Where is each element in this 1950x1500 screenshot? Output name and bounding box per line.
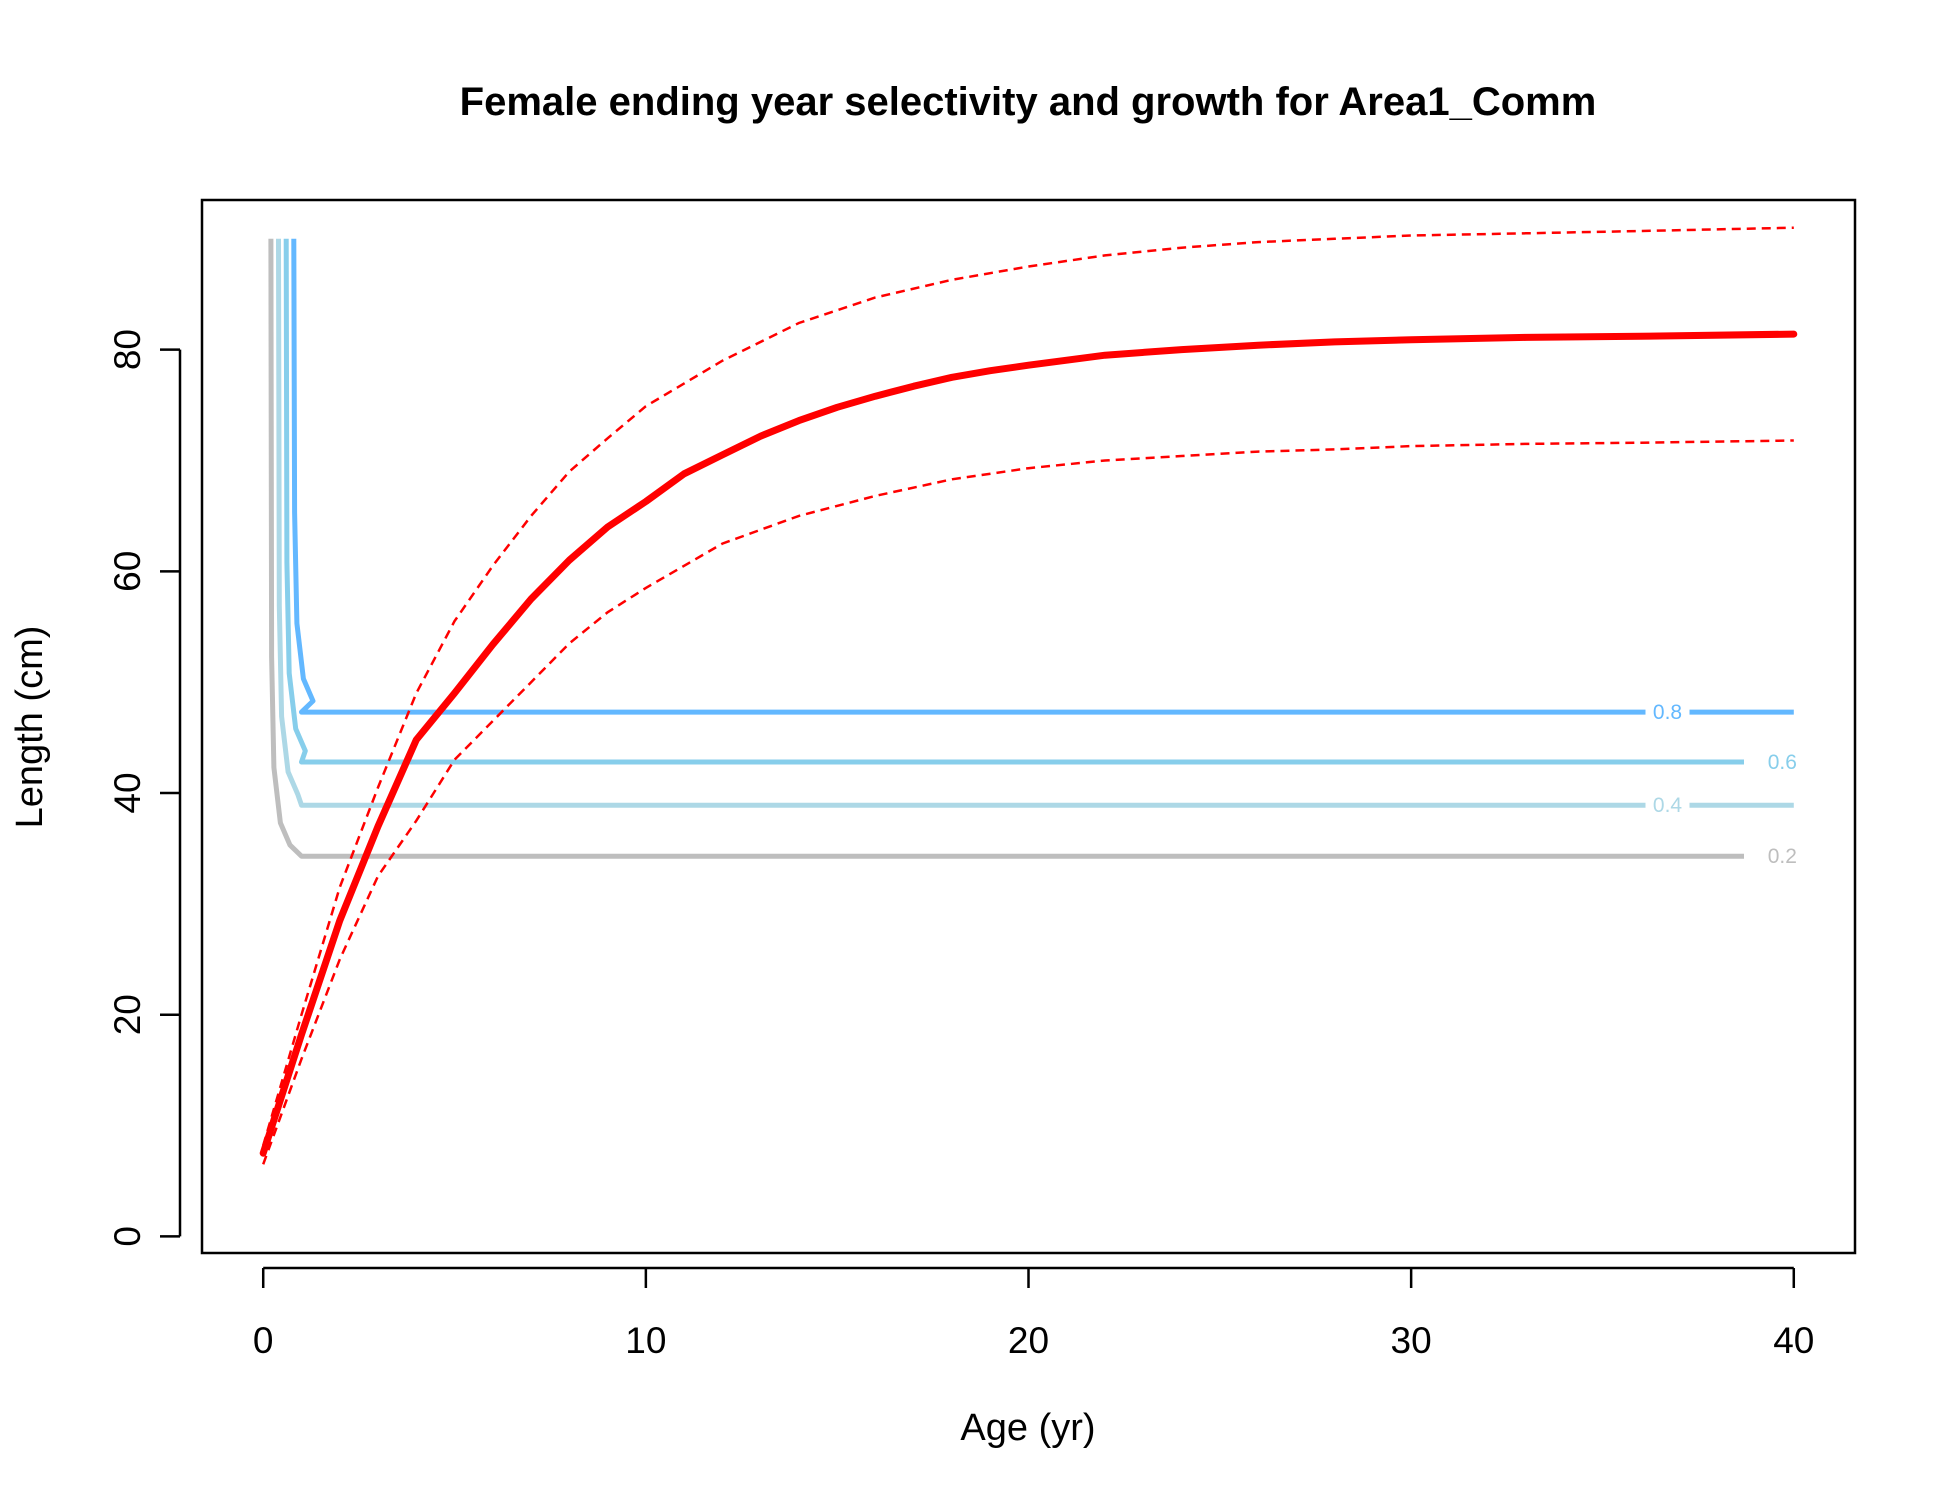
contour-label-0-2: 0.2 bbox=[1768, 845, 1797, 868]
x-axis-label: Age (yr) bbox=[960, 1407, 1095, 1449]
x-tick-label: 30 bbox=[1391, 1320, 1432, 1361]
plot-area: 0.2 0.4 0.6 0.8 bbox=[259, 226, 1805, 1165]
y-tick-label: 80 bbox=[107, 329, 148, 370]
plot-frame bbox=[200, 198, 1857, 1255]
selectivity-contour-0-4 bbox=[276, 238, 1794, 808]
selectivity-contour-0-8 bbox=[291, 238, 1794, 715]
contour-label-0-4: 0.4 bbox=[1653, 794, 1683, 817]
y-axis: 0 20 40 60 80 bbox=[107, 329, 182, 1247]
contour-label-background bbox=[1760, 846, 1805, 867]
x-tick-label: 10 bbox=[625, 1320, 666, 1361]
contour-label-background bbox=[1645, 702, 1690, 723]
growth-lower-interval-line bbox=[262, 439, 1794, 1165]
x-tick-label: 40 bbox=[1773, 1320, 1814, 1361]
x-tick-label: 0 bbox=[253, 1320, 274, 1361]
contour-label-background bbox=[1645, 795, 1690, 816]
y-tick-label: 60 bbox=[107, 551, 148, 592]
y-tick-label: 40 bbox=[107, 772, 148, 813]
x-tick-label: 20 bbox=[1008, 1320, 1049, 1361]
y-tick-label: 20 bbox=[107, 994, 148, 1035]
selectivity-contour-0-2 bbox=[268, 238, 1744, 859]
growth-mean-length-line bbox=[259, 330, 1798, 1157]
contour-label-0-6: 0.6 bbox=[1768, 751, 1797, 774]
growth-upper-interval-line bbox=[262, 226, 1794, 1146]
x-axis: 0 10 20 30 40 bbox=[253, 1266, 1814, 1361]
chart-title: Female ending year selectivity and growt… bbox=[460, 80, 1597, 124]
contour-label-0-8: 0.8 bbox=[1653, 701, 1682, 724]
contour-label-background bbox=[1760, 752, 1805, 772]
selectivity-contour-0-6 bbox=[283, 238, 1744, 765]
y-axis-label: Length (cm) bbox=[9, 626, 51, 829]
y-tick-label: 0 bbox=[107, 1226, 148, 1247]
